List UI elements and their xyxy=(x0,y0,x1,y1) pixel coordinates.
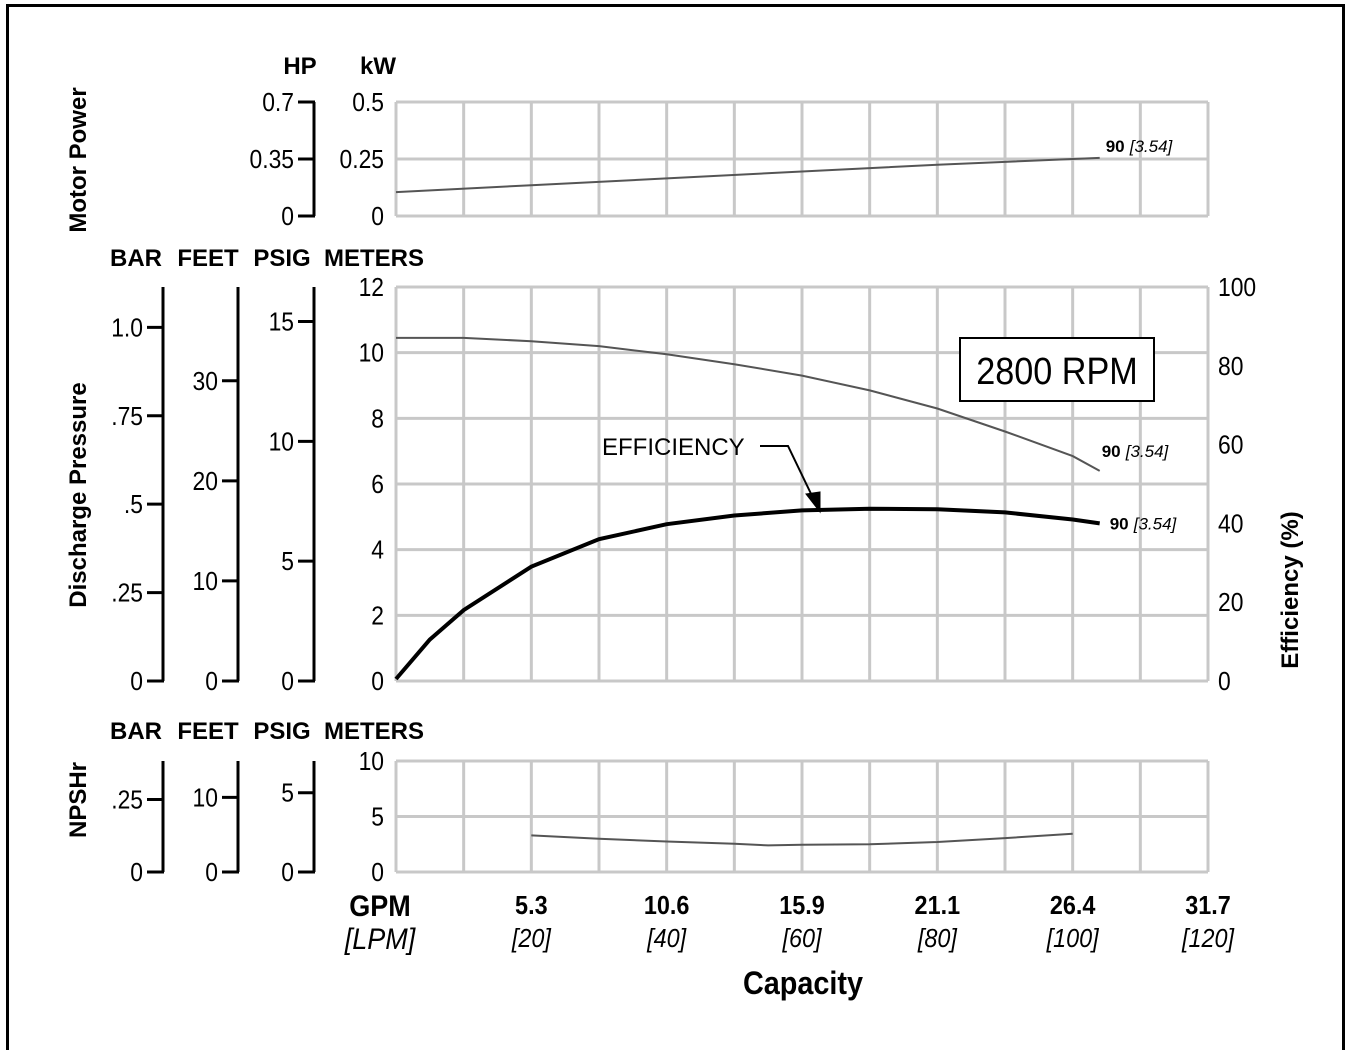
pressure-side-label: Discharge Pressure xyxy=(65,382,92,607)
npshr-grid xyxy=(394,759,1210,874)
pressure-meters-tick-label: 6 xyxy=(371,471,384,500)
efficiency-curve xyxy=(394,506,1100,681)
x-tick-gpm: 26.4 xyxy=(1050,892,1096,920)
pressure-unit-bar: BAR xyxy=(110,245,162,272)
pressure-feet-tick-label: 30 xyxy=(193,367,218,396)
pressure-meters-tick-label: 8 xyxy=(371,405,384,434)
power-side-label: Motor Power xyxy=(65,87,92,232)
x-tick-lpm: [20] xyxy=(511,925,552,953)
npshr-feet-tick-label: 0 xyxy=(205,859,218,888)
efficiency-curve-label: 90 xyxy=(1110,514,1129,533)
efficiency-curve-label-italic: [3.54] xyxy=(1133,514,1178,533)
power-curve xyxy=(395,156,1100,194)
head-curve-label-italic: [3.54] xyxy=(1125,442,1170,461)
efficiency-annotation-arrowhead xyxy=(805,491,821,514)
pressure-meters-tick-label: 4 xyxy=(371,536,384,565)
chart-frame xyxy=(6,4,1345,1050)
x-tick-lpm: [60] xyxy=(782,925,823,953)
pressure-feet-tick-label: 20 xyxy=(193,468,218,497)
pressure-psig-tick-label: 5 xyxy=(281,548,294,577)
power-kw-tick-label: 0 xyxy=(371,203,384,232)
rpm-label: 2800 RPM xyxy=(976,349,1137,392)
rpm-box xyxy=(959,337,1155,402)
efficiency-tick-label: 0 xyxy=(1218,668,1231,697)
pressure-bar-tick-label: 0 xyxy=(130,668,143,697)
pressure-psig-tick-label: 0 xyxy=(281,668,294,697)
power-kw-tick-label: 0.25 xyxy=(340,146,384,175)
efficiency-tick-label: 80 xyxy=(1218,353,1243,382)
npshr-psig-tick-label: 5 xyxy=(281,779,294,808)
pressure-unit-psig: PSIG xyxy=(253,245,310,272)
efficiency-axis-label: Efficiency (%) xyxy=(1277,511,1304,668)
x-tick-gpm: 15.9 xyxy=(779,892,825,920)
x-tick-lpm: [80] xyxy=(917,925,958,953)
efficiency-tick-label: 60 xyxy=(1218,431,1243,460)
efficiency-annotation-leader xyxy=(760,445,815,501)
power-curve-label-italic: [3.54] xyxy=(1129,137,1174,156)
npshr-side-label: NPSHr xyxy=(65,762,92,838)
npshr-meters-tick-label: 0 xyxy=(371,859,384,888)
power-curve-label: 90 xyxy=(1106,137,1125,156)
pressure-psig-tick-label: 15 xyxy=(269,308,294,337)
x-tick-gpm: 21.1 xyxy=(915,892,961,920)
npshr-meters-tick-label: 10 xyxy=(359,748,384,777)
x-unit-lpm: [LPM] xyxy=(344,923,416,957)
pressure-feet-tick-label: 10 xyxy=(193,568,218,597)
power-kw-tick-label: 0.5 xyxy=(352,89,384,118)
x-tick-lpm: [120] xyxy=(1181,925,1235,953)
npshr-unit-meters: METERS xyxy=(324,718,424,745)
pressure-bar-tick-label: .25 xyxy=(111,579,143,608)
pressure-meters-tick-label: 0 xyxy=(371,668,384,697)
npshr-bar-tick-label: .25 xyxy=(111,786,143,815)
npshr-bar-tick-label: 0 xyxy=(130,859,143,888)
npshr-unit-psig: PSIG xyxy=(253,718,310,745)
power-unit-kw: kW xyxy=(360,53,396,80)
npshr-feet-tick-label: 10 xyxy=(193,784,218,813)
pressure-meters-tick-label: 10 xyxy=(359,339,384,368)
power-grid xyxy=(394,100,1210,218)
npshr-curve xyxy=(531,832,1073,847)
x-unit-gpm: GPM xyxy=(349,890,410,924)
power-hp-tick-label: 0.7 xyxy=(262,89,294,118)
pressure-feet-tick-label: 0 xyxy=(205,668,218,697)
pressure-unit-meters: METERS xyxy=(324,245,424,272)
npshr-psig-tick-label: 0 xyxy=(281,859,294,888)
pressure-psig-tick-label: 10 xyxy=(269,428,294,457)
npshr-unit-feet: FEET xyxy=(177,718,239,745)
npshr-unit-bar: BAR xyxy=(110,718,162,745)
pressure-bar-tick-label: .5 xyxy=(124,491,143,520)
efficiency-tick-label: 100 xyxy=(1218,274,1256,303)
x-tick-gpm: 31.7 xyxy=(1185,892,1231,920)
pressure-meters-tick-label: 12 xyxy=(359,274,384,303)
pressure-bar-tick-label: 1.0 xyxy=(111,314,143,343)
power-hp-tick-label: 0 xyxy=(281,203,294,232)
pressure-unit-feet: FEET xyxy=(177,245,239,272)
pressure-meters-tick-label: 2 xyxy=(371,602,384,631)
x-tick-gpm: 5.3 xyxy=(515,892,548,920)
npshr-meters-tick-label: 5 xyxy=(371,803,384,832)
efficiency-tick-label: 40 xyxy=(1218,510,1243,539)
efficiency-annotation: EFFICIENCY xyxy=(602,434,745,461)
power-unit-hp: HP xyxy=(283,53,316,80)
efficiency-tick-label: 20 xyxy=(1218,589,1243,618)
x-tick-gpm: 10.6 xyxy=(644,892,690,920)
pressure-bar-tick-label: .75 xyxy=(111,402,143,431)
head-curve-label: 90 xyxy=(1102,442,1121,461)
x-tick-lpm: [40] xyxy=(646,925,687,953)
power-hp-tick-label: 0.35 xyxy=(250,146,294,175)
x-axis-title: Capacity xyxy=(743,966,863,1002)
x-tick-lpm: [100] xyxy=(1046,925,1100,953)
head-curve xyxy=(396,336,1101,472)
